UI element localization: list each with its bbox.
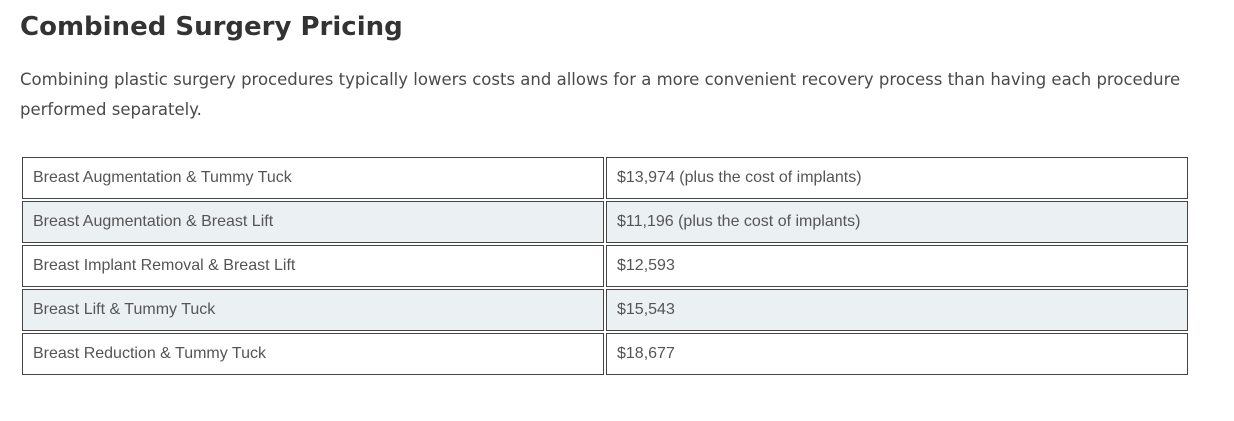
table-row: Breast Reduction & Tummy Tuck $18,677	[22, 333, 1188, 375]
price-cell: $12,593	[606, 245, 1188, 287]
table-row: Breast Augmentation & Tummy Tuck $13,974…	[22, 157, 1188, 199]
procedure-cell: Breast Reduction & Tummy Tuck	[22, 333, 604, 375]
intro-paragraph: Combining plastic surgery procedures typ…	[20, 70, 1181, 119]
page-title: Combined Surgery Pricing	[20, 12, 403, 42]
procedure-cell: Breast Lift & Tummy Tuck	[22, 289, 604, 331]
price-cell: $13,974 (plus the cost of implants)	[606, 157, 1188, 199]
procedure-cell: Breast Augmentation & Breast Lift	[22, 201, 604, 243]
table-row: Breast Implant Removal & Breast Lift $12…	[22, 245, 1188, 287]
price-cell: $15,543	[606, 289, 1188, 331]
procedure-cell: Breast Augmentation & Tummy Tuck	[22, 157, 604, 199]
table-row: Breast Lift & Tummy Tuck $15,543	[22, 289, 1188, 331]
procedure-cell: Breast Implant Removal & Breast Lift	[22, 245, 604, 287]
price-cell: $18,677	[606, 333, 1188, 375]
price-cell: $11,196 (plus the cost of implants)	[606, 201, 1188, 243]
table-row: Breast Augmentation & Breast Lift $11,19…	[22, 201, 1188, 243]
pricing-table: Breast Augmentation & Tummy Tuck $13,974…	[20, 155, 1190, 377]
